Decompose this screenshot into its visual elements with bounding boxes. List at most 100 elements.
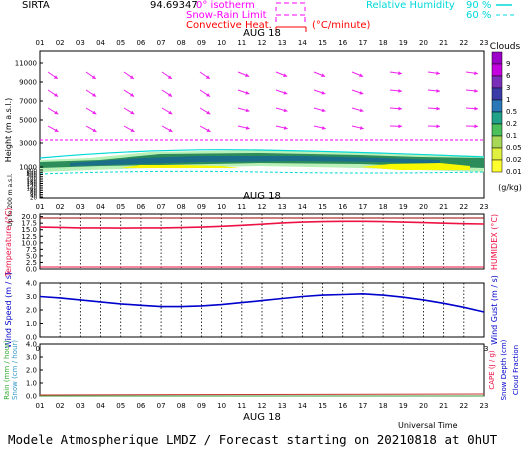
wind-arrow-head bbox=[53, 75, 58, 79]
hour-tick-label: 09 bbox=[197, 203, 206, 211]
section-panel: 1100090007000500030001000800600400200180… bbox=[4, 42, 522, 227]
hour-tick-label: 11 bbox=[237, 39, 246, 47]
date-label-bottom: AUG 18 bbox=[243, 412, 281, 423]
wind-arrow-head bbox=[283, 90, 288, 95]
legend-convective-swatch bbox=[275, 26, 307, 32]
wind-arrow-head bbox=[283, 126, 288, 130]
hour-tick-label: 01 bbox=[36, 203, 45, 211]
wind-arrow-head bbox=[436, 71, 440, 76]
wind-arrow-head bbox=[245, 90, 250, 95]
hour-tick-label: 05 bbox=[116, 203, 125, 211]
hour-tick-label: 23 bbox=[480, 39, 489, 47]
y-tick-label: 0.0 bbox=[26, 393, 37, 401]
hour-tick-label: 17 bbox=[358, 402, 367, 410]
cloud-band-yellow bbox=[120, 165, 240, 168]
wind-gust-line bbox=[39, 292, 485, 313]
hour-tick-label: 01 bbox=[36, 402, 45, 410]
hour-tick-label: 21 bbox=[439, 402, 448, 410]
hour-tick-label: 19 bbox=[399, 39, 408, 47]
legend-snow-rain-label: Snow-Rain Limit bbox=[186, 10, 267, 21]
wind-arrow-head bbox=[398, 88, 402, 93]
hour-tick-label: 16 bbox=[338, 203, 347, 211]
hour-tick-label: 15 bbox=[318, 39, 327, 47]
station-coords: 94.69347 bbox=[150, 0, 198, 11]
section-ylabel: Height (m a.s.l.) bbox=[4, 98, 13, 163]
wind-arrow-head bbox=[359, 126, 364, 130]
wind-arrow-head bbox=[206, 93, 211, 97]
wind-arrow-head bbox=[168, 110, 173, 115]
hour-tick-label: 22 bbox=[459, 39, 468, 47]
precip-panel: 4.0 3.0 2.0 1.0 0.0 Rain (mm / hour) Snow (c… bbox=[3, 339, 520, 400]
section-y-tick-label: 11000 bbox=[15, 60, 37, 68]
temperature-line bbox=[39, 220, 485, 229]
hour-tick-label: 19 bbox=[399, 402, 408, 410]
humidex-ylabel: HUMIDEX (°C) bbox=[490, 214, 499, 270]
legend-convective-unit: (°C/minute) bbox=[312, 20, 371, 31]
wind-arrow-head bbox=[321, 73, 326, 77]
y-tick-label: 4.0 bbox=[26, 341, 37, 349]
cloud-scale-label: 1 bbox=[506, 96, 510, 104]
section-y-tick-label: 1000 bbox=[19, 164, 37, 172]
y-tick-label: 1.0 bbox=[26, 380, 37, 388]
hour-tick-label: 02 bbox=[56, 39, 65, 47]
wind-arrow-head bbox=[474, 124, 478, 129]
section-y-ticks: 11000 9000 7000 5000 3000 1000800600400200180… bbox=[15, 60, 43, 202]
legend-isotherm-label: 0° isotherm bbox=[196, 0, 255, 11]
hour-tick-label: 04 bbox=[96, 203, 105, 211]
wind-arrow-head bbox=[54, 93, 59, 97]
hour-tick-label: 22 bbox=[459, 203, 468, 211]
wind-arrow-head bbox=[398, 106, 402, 111]
section-y-tick-label: 800 bbox=[27, 169, 38, 175]
footer-title: Modele Atmospherique LMDZ / Forecast sta… bbox=[8, 432, 498, 447]
wind-arrow-head bbox=[54, 128, 59, 132]
hour-tick-label: 14 bbox=[298, 203, 307, 211]
hour-tick-label: 10 bbox=[217, 203, 226, 211]
wind-arrow-head bbox=[130, 93, 135, 97]
cloud-scale-label: 0.5 bbox=[506, 108, 517, 116]
wind-arrow-head bbox=[474, 88, 478, 93]
cape-ylabel: CAPE (J / g) bbox=[488, 350, 496, 390]
hour-tick-label: 06 bbox=[136, 203, 145, 211]
wind-arrow-head bbox=[92, 128, 97, 132]
y-tick-label: 0.0 bbox=[26, 266, 37, 274]
section-y-tick-label: 40 bbox=[30, 193, 37, 199]
hour-tick-label: 21 bbox=[439, 203, 448, 211]
legend-rh-60: 60 % bbox=[466, 10, 491, 21]
wind-arrow-head bbox=[321, 90, 326, 95]
hour-tick-label: 20 bbox=[419, 203, 428, 211]
section-y-tick-label: 60 bbox=[30, 191, 37, 197]
clouds-unit: (g/kg) bbox=[498, 183, 522, 192]
y-tick-label: 10.0 bbox=[21, 239, 37, 247]
x-axis-title: Universal Time bbox=[398, 421, 458, 430]
y-tick-label: 2.5 bbox=[26, 259, 37, 267]
wind-arrow-head bbox=[54, 110, 59, 115]
section-y-tick-label: 7000 bbox=[19, 98, 37, 106]
hour-tick-label: 22 bbox=[459, 402, 468, 410]
wind-arrow-head bbox=[474, 106, 478, 111]
cloud-scale-swatch bbox=[491, 75, 503, 89]
temperature-ylabel: Temperature (°C) bbox=[4, 207, 13, 277]
wind-arrow-head bbox=[321, 126, 326, 130]
hour-tick-label: 17 bbox=[358, 203, 367, 211]
hour-tick-label: 06 bbox=[136, 39, 145, 47]
hour-tick-label: 03 bbox=[76, 39, 85, 47]
hour-tick-label: 23 bbox=[480, 402, 489, 410]
hour-tick-label: 11 bbox=[237, 203, 246, 211]
cloud-scale-swatch bbox=[491, 63, 503, 77]
hour-tick-label: 08 bbox=[177, 203, 186, 211]
section-y-tick-label: 100 bbox=[27, 187, 38, 193]
cloud-scale-label: 0.2 bbox=[506, 120, 517, 128]
y-tick-label: 12.5 bbox=[21, 233, 37, 241]
cloud-scale-swatch bbox=[491, 123, 503, 137]
hour-tick-label: 12 bbox=[258, 39, 267, 47]
precip-y-ticks: 4.0 3.0 2.0 1.0 0.0 bbox=[26, 341, 43, 401]
wind-arrow-head bbox=[92, 110, 97, 115]
hour-tick-label: 21 bbox=[439, 39, 448, 47]
snow-ylabel: Snow (cm / hour) bbox=[11, 340, 19, 400]
wind-arrow-head bbox=[321, 108, 326, 113]
hour-tick-label: 08 bbox=[177, 402, 186, 410]
cloud-scale-swatch bbox=[491, 99, 503, 113]
hour-tick-label: 18 bbox=[379, 39, 388, 47]
hour-tick-label: 01 bbox=[36, 39, 45, 47]
